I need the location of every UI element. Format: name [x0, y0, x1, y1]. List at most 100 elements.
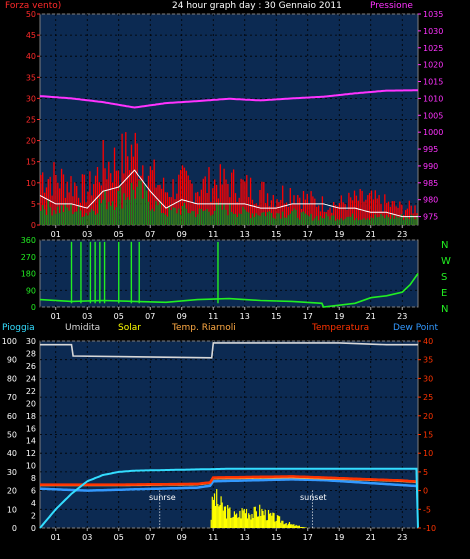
pressure-ytick-label: 1020 [423, 61, 443, 70]
temp-xtick-label: 13 [240, 533, 250, 542]
direction-letter-n-bottom: N [441, 304, 448, 315]
rain-ytick-label: 0 [31, 524, 36, 533]
pressure-ytick-label: 1035 [423, 10, 443, 19]
pressure-axis-title: Pressione [370, 1, 413, 11]
humidity-ytick-label: 20 [7, 487, 17, 496]
wind-ytick-label: 40 [26, 52, 36, 61]
wind-xtick-label: 11 [208, 230, 218, 239]
wind-ytick-label: 30 [26, 94, 36, 103]
temp-xtick-label: 01 [51, 533, 61, 542]
direction-xtick-label: 05 [114, 312, 124, 321]
temp-xtick-label: 05 [114, 533, 124, 542]
humidity-ytick-label: 40 [7, 449, 17, 458]
temp-ytick-label: 15 [423, 431, 433, 440]
legend-temperatura: Temperatura [311, 323, 369, 333]
temp-xtick-label: 09 [177, 533, 187, 542]
pressure-ytick-label: 1030 [423, 27, 443, 36]
wind-ytick-label: 5 [31, 200, 36, 209]
chart-title: 24 hour graph day : 30 Gennaio 2011 [172, 1, 342, 11]
direction-xtick-label: 15 [271, 312, 281, 321]
direction-ytick-label: 0 [31, 303, 36, 312]
wind-xtick-label: 23 [397, 230, 407, 239]
direction-letter-w: W [441, 256, 451, 267]
temp-xtick-label: 03 [82, 533, 92, 542]
humidity-line [40, 342, 418, 359]
humidity-ytick-label: 50 [7, 431, 17, 440]
wind-ytick-label: 50 [26, 10, 36, 19]
direction-xtick-label: 23 [397, 312, 407, 321]
pressure-ytick-label: 980 [423, 196, 438, 205]
rain-ytick-label: 4 [31, 499, 36, 508]
rain-ytick-label: 28 [26, 349, 36, 358]
direction-xtick-label: 13 [240, 312, 250, 321]
direction-letter-n-top: N [441, 240, 448, 251]
wind-ytick-label: 15 [26, 158, 36, 167]
humidity-ytick-label: 80 [7, 374, 17, 383]
rain-ytick-label: 10 [26, 462, 36, 471]
wind-axis-title: Forza vento) [5, 1, 61, 11]
direction-line [39, 273, 419, 308]
direction-xtick-label: 19 [334, 312, 344, 321]
direction-xtick-label: 07 [145, 312, 155, 321]
temp-ytick-label: 35 [423, 356, 433, 365]
humidity-ytick-label: 10 [7, 505, 17, 514]
rain-ytick-label: 2 [31, 512, 36, 521]
dew-point-line [39, 478, 419, 492]
temp-xtick-label: 23 [397, 533, 407, 542]
rain-ytick-label: 30 [26, 337, 36, 346]
pressure-ytick-label: 975 [423, 213, 438, 222]
wind-ytick-label: 35 [26, 73, 36, 82]
legend-solar: Solar [118, 323, 141, 333]
temp-ytick-label: 10 [423, 449, 433, 458]
temp-xtick-label: 15 [271, 533, 281, 542]
direction-ytick-label: 90 [26, 286, 36, 295]
temp-ytick-label: 40 [423, 337, 433, 346]
rain-ytick-label: 12 [26, 449, 36, 458]
legend-temp-riarnoli: Temp. Riarnoli [171, 323, 236, 333]
temperature-line [40, 475, 419, 486]
direction-letter-s: S [441, 272, 447, 283]
pressure-ytick-label: 1015 [423, 78, 443, 87]
rain-ytick-label: 16 [26, 424, 36, 433]
pressure-ytick-label: 1000 [423, 128, 443, 137]
humidity-ytick-label: 100 [2, 337, 17, 346]
wind-xtick-label: 13 [240, 230, 250, 239]
temp-xtick-label: 21 [366, 533, 376, 542]
humidity-ytick-label: 90 [7, 356, 17, 365]
humidity-ytick-label: 70 [7, 393, 17, 402]
wind-speed-line [39, 169, 418, 218]
pressure-ytick-label: 985 [423, 179, 438, 188]
wind-ytick-label: 25 [26, 116, 36, 125]
wind-xtick-label: 05 [114, 230, 124, 239]
pressure-ytick-label: 1005 [423, 111, 443, 120]
direction-xtick-label: 11 [208, 312, 218, 321]
rain-ytick-label: 24 [26, 374, 36, 383]
direction-xtick-label: 03 [82, 312, 92, 321]
temp-xtick-label: 07 [145, 533, 155, 542]
direction-xtick-label: 21 [366, 312, 376, 321]
pressure-ytick-label: 1010 [423, 94, 443, 103]
direction-letter-e: E [441, 288, 447, 299]
wind-ytick-label: 0 [31, 221, 36, 230]
wind-ytick-label: 45 [26, 31, 36, 40]
pressure-ytick-label: 990 [423, 162, 438, 171]
humidity-ytick-label: 0 [12, 524, 17, 533]
legend-dew-point: Dew Point [393, 323, 439, 333]
rain-ytick-label: 6 [31, 487, 36, 496]
rain-ytick-label: 20 [26, 399, 36, 408]
wind-xtick-label: 07 [145, 230, 155, 239]
temp-ytick-label: -5 [423, 505, 431, 514]
temp-ytick-label: 25 [423, 393, 433, 402]
wind-xtick-label: 03 [82, 230, 92, 239]
rain-ytick-label: 26 [26, 362, 36, 371]
sunset-label: sunset [300, 493, 327, 502]
temp-ytick-label: 30 [423, 374, 433, 383]
rain-line [39, 467, 419, 529]
temp-xtick-label: 17 [303, 533, 313, 542]
wind-ytick-label: 10 [26, 179, 36, 188]
rain-ytick-label: 18 [26, 412, 36, 421]
wind-xtick-label: 21 [366, 230, 376, 239]
rain-ytick-label: 22 [26, 387, 36, 396]
legend-pioggia: Pioggia [2, 323, 35, 333]
